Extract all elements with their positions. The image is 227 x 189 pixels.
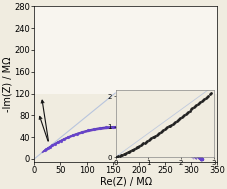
Y-axis label: -Im(Z) / MΩ: -Im(Z) / MΩ [3, 56, 13, 112]
X-axis label: Re(Z) / MΩ: Re(Z) / MΩ [99, 176, 151, 186]
Bar [34, 4, 216, 88]
Bar [34, 4, 216, 94]
